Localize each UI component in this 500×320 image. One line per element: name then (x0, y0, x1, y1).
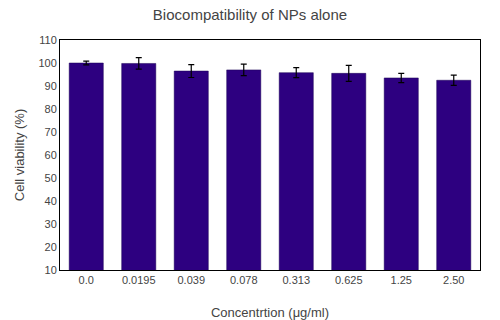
svg-text:0.313: 0.313 (282, 274, 310, 286)
svg-text:Concentrtion (μg/ml): Concentrtion (μg/ml) (211, 305, 329, 320)
svg-text:0.078: 0.078 (230, 274, 258, 286)
svg-text:Cell viability (%): Cell viability (%) (12, 109, 27, 201)
svg-text:30: 30 (45, 218, 57, 230)
svg-text:80: 80 (45, 103, 57, 115)
svg-text:50: 50 (45, 172, 57, 184)
svg-text:110: 110 (39, 34, 57, 46)
svg-text:70: 70 (45, 126, 57, 138)
svg-text:0.0195: 0.0195 (122, 274, 156, 286)
svg-text:2.50: 2.50 (443, 274, 464, 286)
svg-text:Biocompatibility of NPs alone: Biocompatibility of NPs alone (153, 6, 347, 23)
svg-text:100: 100 (38, 57, 56, 69)
svg-text:0.625: 0.625 (335, 274, 363, 286)
svg-text:60: 60 (45, 149, 57, 161)
svg-text:20: 20 (45, 241, 57, 253)
svg-text:0.0: 0.0 (79, 274, 94, 286)
svg-text:40: 40 (45, 195, 57, 207)
svg-text:1.25: 1.25 (391, 274, 412, 286)
svg-text:10: 10 (45, 264, 57, 276)
svg-text:0.039: 0.039 (177, 274, 205, 286)
svg-text:90: 90 (45, 80, 57, 92)
